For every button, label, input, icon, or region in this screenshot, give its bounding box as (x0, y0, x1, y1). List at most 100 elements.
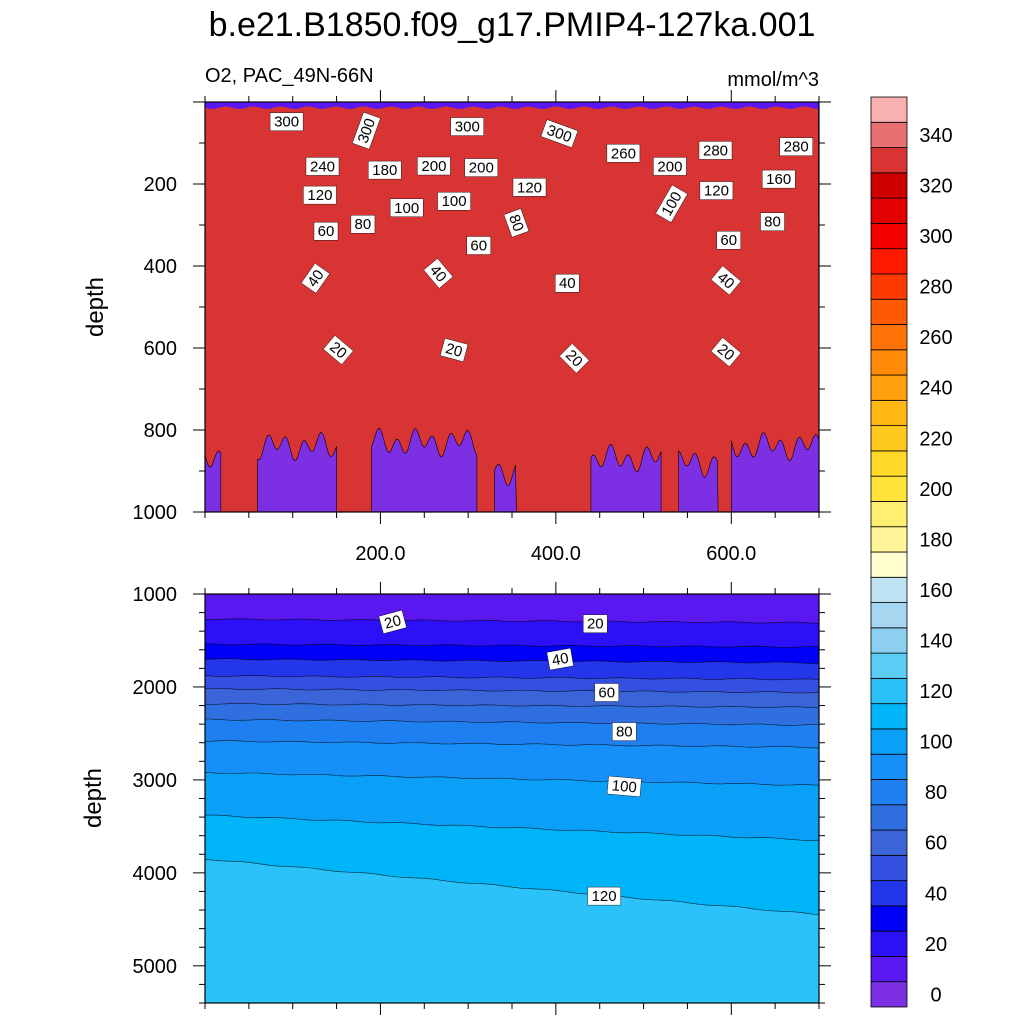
upper-contour-label-7: 200 (464, 158, 498, 177)
lower-y-tick-label: 1000 (133, 584, 178, 606)
upper-contour-label-text: 260 (611, 145, 636, 162)
colorbar-swatch (870, 121, 908, 148)
lower-contour-label-4: 80 (612, 722, 637, 741)
colorbar-swatch (870, 172, 908, 199)
upper-contour-label-text: 40 (304, 267, 327, 290)
colorbar-swatch (870, 602, 908, 629)
colorbar-swatch (870, 753, 908, 780)
lower-contour-label-0: 20 (378, 609, 407, 634)
upper-contour-label-text: 200 (469, 160, 494, 177)
colorbar-label: 40 (925, 883, 947, 905)
lower-contour-label-text: 20 (587, 616, 604, 633)
colorbar-swatch (870, 981, 908, 1008)
upper-contour-label-text: 60 (470, 238, 487, 255)
upper-contour-label-text: 40 (559, 275, 576, 292)
colorbar-swatch (870, 298, 908, 325)
colorbar-swatch (870, 677, 908, 705)
upper-contour-label-text: 80 (355, 216, 372, 233)
colorbar-label: 120 (919, 681, 952, 703)
colorbar-label: 260 (919, 327, 952, 349)
upper-contour-label-21: 80 (760, 212, 785, 231)
lower-contour-label-text: 100 (611, 777, 637, 796)
upper-contour-label-8: 260 (606, 144, 641, 163)
colorbar-label: 220 (919, 428, 952, 450)
colorbar-label: 200 (919, 479, 952, 501)
upper-contour-label-22: 60 (313, 221, 339, 241)
upper-contour-label-31: 20 (559, 343, 590, 374)
colorbar-swatch (870, 374, 908, 401)
upper-contour-label-13: 120 (303, 185, 337, 205)
lower-contour-label-text: 60 (598, 685, 615, 702)
colorbar-swatch (870, 248, 908, 275)
colorbar-swatch (870, 652, 908, 679)
colorbar-label: 60 (925, 833, 947, 855)
upper-y-tick-label: 600 (144, 338, 177, 360)
colorbar-swatch (870, 804, 908, 831)
colorbar-swatch (870, 197, 908, 224)
upper-contour-label-29: 20 (323, 335, 354, 365)
upper-contour-label-32: 20 (710, 337, 742, 367)
lower-contour-label-2: 40 (546, 647, 574, 671)
colorbar-label: 20 (925, 934, 947, 956)
upper-x-tick-label: 400.0 (531, 543, 581, 565)
upper-contour-label-9: 200 (653, 157, 687, 176)
lower-contour-label-text: 80 (616, 724, 633, 741)
colorbar-label: 160 (919, 580, 952, 602)
upper-x-tick-label: 200.0 (355, 543, 405, 565)
colorbar-swatch (870, 399, 908, 427)
colorbar-swatch (870, 576, 908, 603)
colorbar-swatch (870, 779, 908, 806)
colorbar-label: 0 (930, 984, 941, 1006)
upper-contour-label-text: 200 (657, 158, 682, 175)
upper-contour-label-12: 160 (762, 169, 796, 189)
colorbar-swatch (870, 526, 908, 553)
upper-contour-label-16: 120 (512, 178, 547, 197)
upper-contour-label-19: 80 (350, 214, 376, 234)
colorbar-swatch (870, 703, 908, 730)
lower-contour-fill (205, 594, 819, 1003)
colorbar-swatch (870, 425, 908, 452)
upper-contour-label-10: 280 (698, 141, 733, 160)
colorbar: 0 20 40 60 80 100 120 140 160 180 200 220 240 260 280 3… (870, 96, 953, 1008)
upper-contour-label-25: 40 (300, 263, 331, 294)
colorbar-swatch (870, 551, 908, 578)
upper-contour-label-30: 20 (439, 337, 469, 363)
upper-contour-label-text: 60 (318, 223, 335, 240)
upper-contour-label-15: 100 (437, 191, 471, 211)
colorbar-label: 320 (919, 175, 952, 197)
lower-y-tick-label: 4000 (133, 863, 178, 885)
colorbar-label: 280 (919, 277, 952, 299)
lower-y-axis-label: depth (80, 768, 107, 828)
left-subtitle: O2, PAC_49N-66N (205, 65, 374, 87)
upper-contour-label-text: 180 (372, 162, 397, 179)
colorbar-swatch (870, 147, 908, 174)
upper-contour-label-text: 300 (455, 119, 480, 136)
upper-contour-label-24: 60 (716, 230, 741, 250)
upper-contour-label-27: 40 (555, 274, 580, 293)
upper-contour-label-text: 240 (310, 158, 335, 175)
upper-contour-label-11: 280 (779, 137, 813, 156)
upper-contour-label-text: 300 (274, 114, 299, 131)
colorbar-swatch (870, 627, 908, 654)
units-subtitle: mmol/m^3 (727, 69, 819, 91)
colorbar-swatch (870, 450, 908, 477)
colorbar-swatch (870, 829, 908, 856)
upper-contour-label-text: 120 (517, 179, 542, 196)
colorbar-swatch (870, 96, 908, 123)
upper-contour-label-text: 60 (720, 232, 737, 249)
upper-contour-label-text: 80 (764, 214, 781, 231)
lower-contour-label-text: 40 (551, 650, 570, 670)
upper-contour-label-text: 100 (442, 193, 467, 210)
lower-y-tick-label: 5000 (133, 956, 178, 978)
lower-y-tick-label: 2000 (133, 677, 178, 699)
colorbar-swatch (870, 222, 908, 250)
upper-x-tick-label: 600.0 (706, 543, 756, 565)
upper-contour-label-26: 40 (423, 258, 454, 289)
lower-contour-label-text: 20 (383, 612, 404, 633)
upper-contour-label-text: 120 (704, 183, 729, 200)
upper-y-tick-label: 200 (144, 174, 177, 196)
lower-y-tick-label: 3000 (133, 770, 178, 792)
upper-contour-label-20: 80 (503, 208, 530, 238)
lower-contour-label-5: 100 (606, 775, 642, 798)
